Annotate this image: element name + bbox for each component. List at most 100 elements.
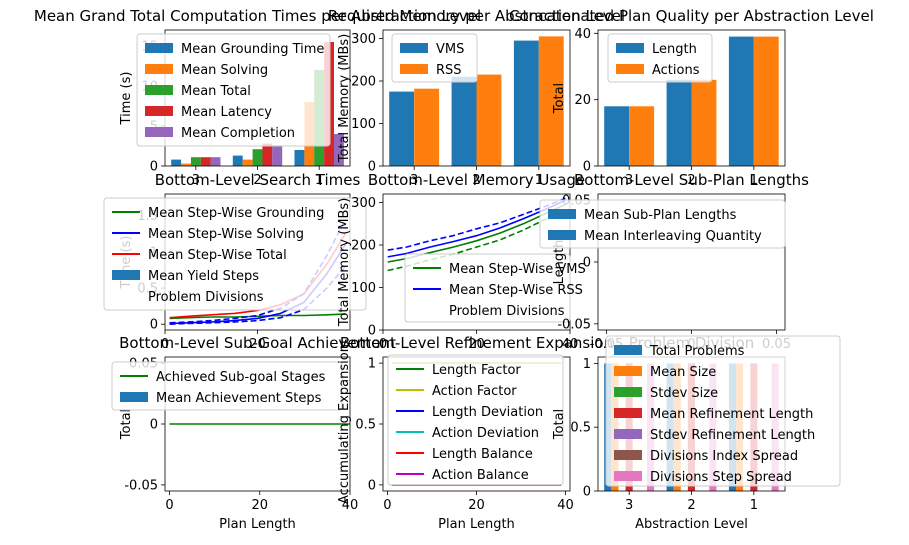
- x-tick-label: 0: [165, 498, 173, 513]
- bar: [294, 150, 305, 166]
- legend-label: Action Balance: [432, 468, 529, 483]
- x-tick-label: 40: [562, 337, 579, 352]
- bar: [629, 106, 655, 166]
- legend-swatch: [548, 209, 576, 219]
- legend-swatch: [145, 64, 173, 74]
- bar: [262, 143, 273, 166]
- y-axis-label: Time (s): [119, 72, 134, 126]
- y-tick-label: 40: [574, 27, 591, 42]
- y-tick-label: 1: [583, 357, 591, 372]
- y-tick-label: 0: [368, 478, 376, 493]
- chart-panel-4: 02000.511.5Bottom-Level Search TimesTime…: [103, 171, 367, 352]
- bar: [272, 145, 283, 166]
- bar: [451, 76, 477, 167]
- bar: [538, 36, 564, 167]
- legend-swatch: [112, 270, 140, 280]
- legend-label: Mean Interleaving Quantity: [584, 229, 762, 244]
- legend-label: Mean Yield Steps: [148, 269, 259, 284]
- axes-frame: [164, 356, 351, 492]
- x-tick-label: 20: [468, 337, 485, 352]
- bar: [242, 159, 253, 166]
- y-axis-label: Total Memory (MBs): [337, 34, 352, 164]
- legend-box: [539, 199, 786, 249]
- bar: [389, 91, 415, 166]
- y-tick-label: 0: [583, 485, 591, 500]
- legend-label: Mean Achievement Steps: [156, 391, 322, 406]
- x-tick-label: 1: [535, 173, 543, 188]
- legend: Length Factor Action Factor Length Deviati…: [387, 354, 564, 486]
- x-tick-label: 1: [750, 498, 758, 513]
- legend-swatch: [400, 43, 428, 53]
- chart-title: Bottom-Level Search Times: [155, 171, 361, 189]
- legend: Achieved Sub-goal Stages Mean Achievement…: [111, 361, 343, 411]
- y-tick-label: 1: [368, 357, 376, 372]
- legend-label: Stdev Size: [650, 386, 718, 401]
- x-tick-label: 2: [687, 498, 695, 513]
- legend-label: Stdev Refinement Length: [650, 428, 815, 443]
- legend: Mean Sub-Plan Lengths Mean Interleaving Q…: [539, 199, 786, 249]
- bar: [334, 134, 344, 166]
- legend: Mean Step-Wise Grounding Mean Step-Wise S…: [103, 197, 367, 311]
- bar: [753, 36, 779, 166]
- legend-swatch: [145, 127, 173, 137]
- y-axis-label: Total: [552, 409, 567, 440]
- chart-title: Required Memory per Abstraction Level: [328, 7, 625, 25]
- legend-label: Mean Size: [650, 365, 716, 380]
- legend-label: Divisions Index Spread: [650, 449, 798, 464]
- chart-title: Concatenated Plan Quality per Abstractio…: [509, 7, 874, 25]
- axes-frame: [382, 29, 571, 167]
- axes-frame: [597, 193, 786, 331]
- legend-swatch: [145, 43, 173, 53]
- y-tick-label: 0.5: [355, 418, 376, 433]
- x-tick-label: 3: [625, 173, 633, 188]
- x-tick-label: 20: [251, 498, 268, 513]
- x-tick-label: 0: [383, 498, 391, 513]
- legend-label: Mean Step-Wise Grounding: [148, 206, 324, 221]
- y-tick-label: 0: [583, 160, 591, 175]
- legend-label: Achieved Sub-goal Stages: [156, 370, 326, 385]
- y-tick-label: 0: [150, 418, 158, 433]
- chart-panel-3: 3 2 1 0 20 40 Concatenated Plan Quality per Ab…: [509, 7, 874, 188]
- legend-label: Mean Sub-Plan Lengths: [584, 208, 737, 223]
- y-tick-label: 0: [583, 256, 591, 271]
- legend: VMS RSS: [391, 33, 478, 83]
- y-axis-label: Length: [552, 240, 567, 285]
- series-line: [387, 197, 566, 251]
- y-tick-label: -0.05: [557, 317, 591, 332]
- legend: Total Problems Mean Size Stdev Size Mean Re…: [605, 335, 841, 487]
- legend-label: Mean Latency: [181, 105, 272, 120]
- x-axis-label: Plan Length: [438, 517, 515, 532]
- x-axis-label: Abstraction Level: [635, 517, 748, 532]
- x-tick-label: 3: [410, 173, 418, 188]
- x-tick-label: 1: [315, 173, 323, 188]
- legend-label: Length: [652, 42, 697, 57]
- legend-label: Total Problems: [649, 344, 745, 359]
- bar: [210, 157, 221, 166]
- chart-panel-8: 0 20 40 0 0.5 1 Bottom-Level Refinement Expans…: [337, 334, 613, 532]
- x-tick-label: 2: [687, 173, 695, 188]
- x-tick-label: 40: [557, 498, 574, 513]
- legend-label: RSS: [436, 63, 462, 78]
- legend-label: Length Balance: [432, 447, 533, 462]
- bar: [252, 149, 263, 166]
- legend-swatch: [614, 471, 642, 481]
- y-tick-label: 0: [150, 160, 158, 175]
- legend-label: Mean Total: [181, 84, 251, 99]
- bar: [232, 155, 243, 166]
- legend-label: Length Deviation: [432, 405, 543, 420]
- bar: [171, 159, 182, 166]
- legend-label: VMS: [436, 42, 464, 57]
- y-tick-label: -0.05: [124, 478, 158, 493]
- legend-label: Length Factor: [432, 363, 521, 378]
- bar: [513, 40, 539, 166]
- bar: [414, 88, 440, 166]
- chart-title: Bottom-Level Refinement Expansion: [340, 334, 613, 352]
- legend-swatch: [548, 230, 576, 240]
- legend-swatch: [120, 392, 148, 402]
- legend-box: [136, 33, 331, 147]
- series-line: [387, 199, 566, 258]
